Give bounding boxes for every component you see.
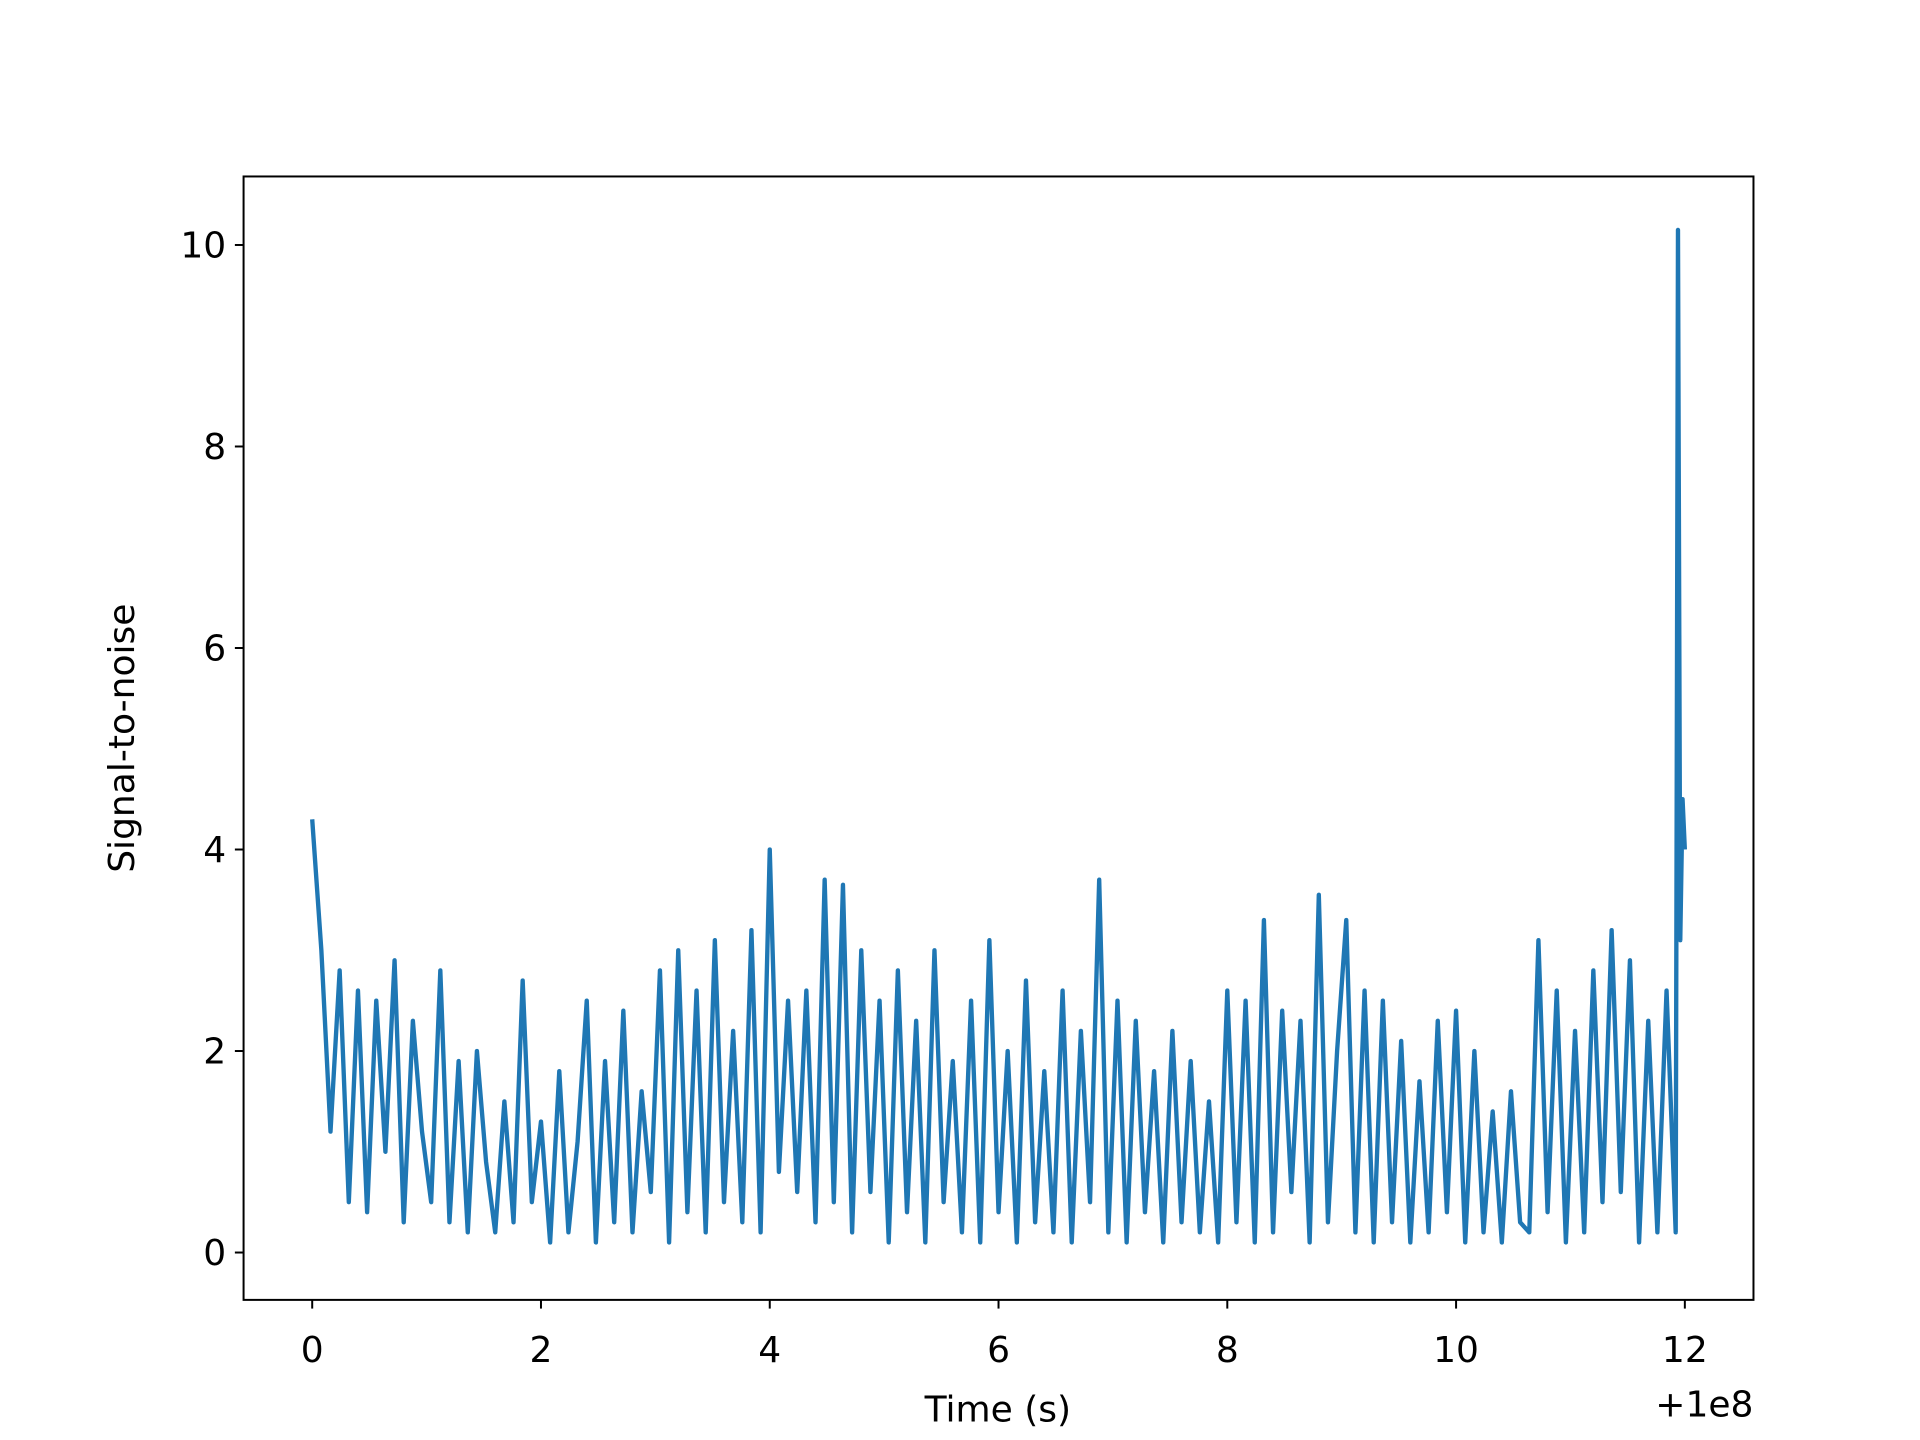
x-tick-label: 10 xyxy=(1433,1330,1479,1371)
x-axis-label: Time (s) xyxy=(924,1390,1071,1431)
x-tick-label: 12 xyxy=(1662,1330,1708,1371)
y-tick-label: 8 xyxy=(203,427,226,468)
y-axis-label: Signal-to-noise xyxy=(102,604,143,873)
x-tick-label: 2 xyxy=(530,1330,553,1371)
x-tick-label: 8 xyxy=(1216,1330,1239,1371)
x-offset-label: +1e8 xyxy=(1655,1385,1753,1426)
y-tick-label: 4 xyxy=(203,830,226,871)
y-tick-label: 2 xyxy=(203,1031,226,1072)
y-tick-label: 10 xyxy=(180,225,226,266)
y-tick-label: 6 xyxy=(203,628,226,669)
plot-frame xyxy=(242,175,1755,1301)
y-tick-label: 0 xyxy=(203,1233,226,1274)
x-tick-label: 0 xyxy=(301,1330,324,1371)
x-tick-label: 4 xyxy=(758,1330,781,1371)
x-tick-label: 6 xyxy=(987,1330,1010,1371)
line-series xyxy=(310,227,1688,1245)
